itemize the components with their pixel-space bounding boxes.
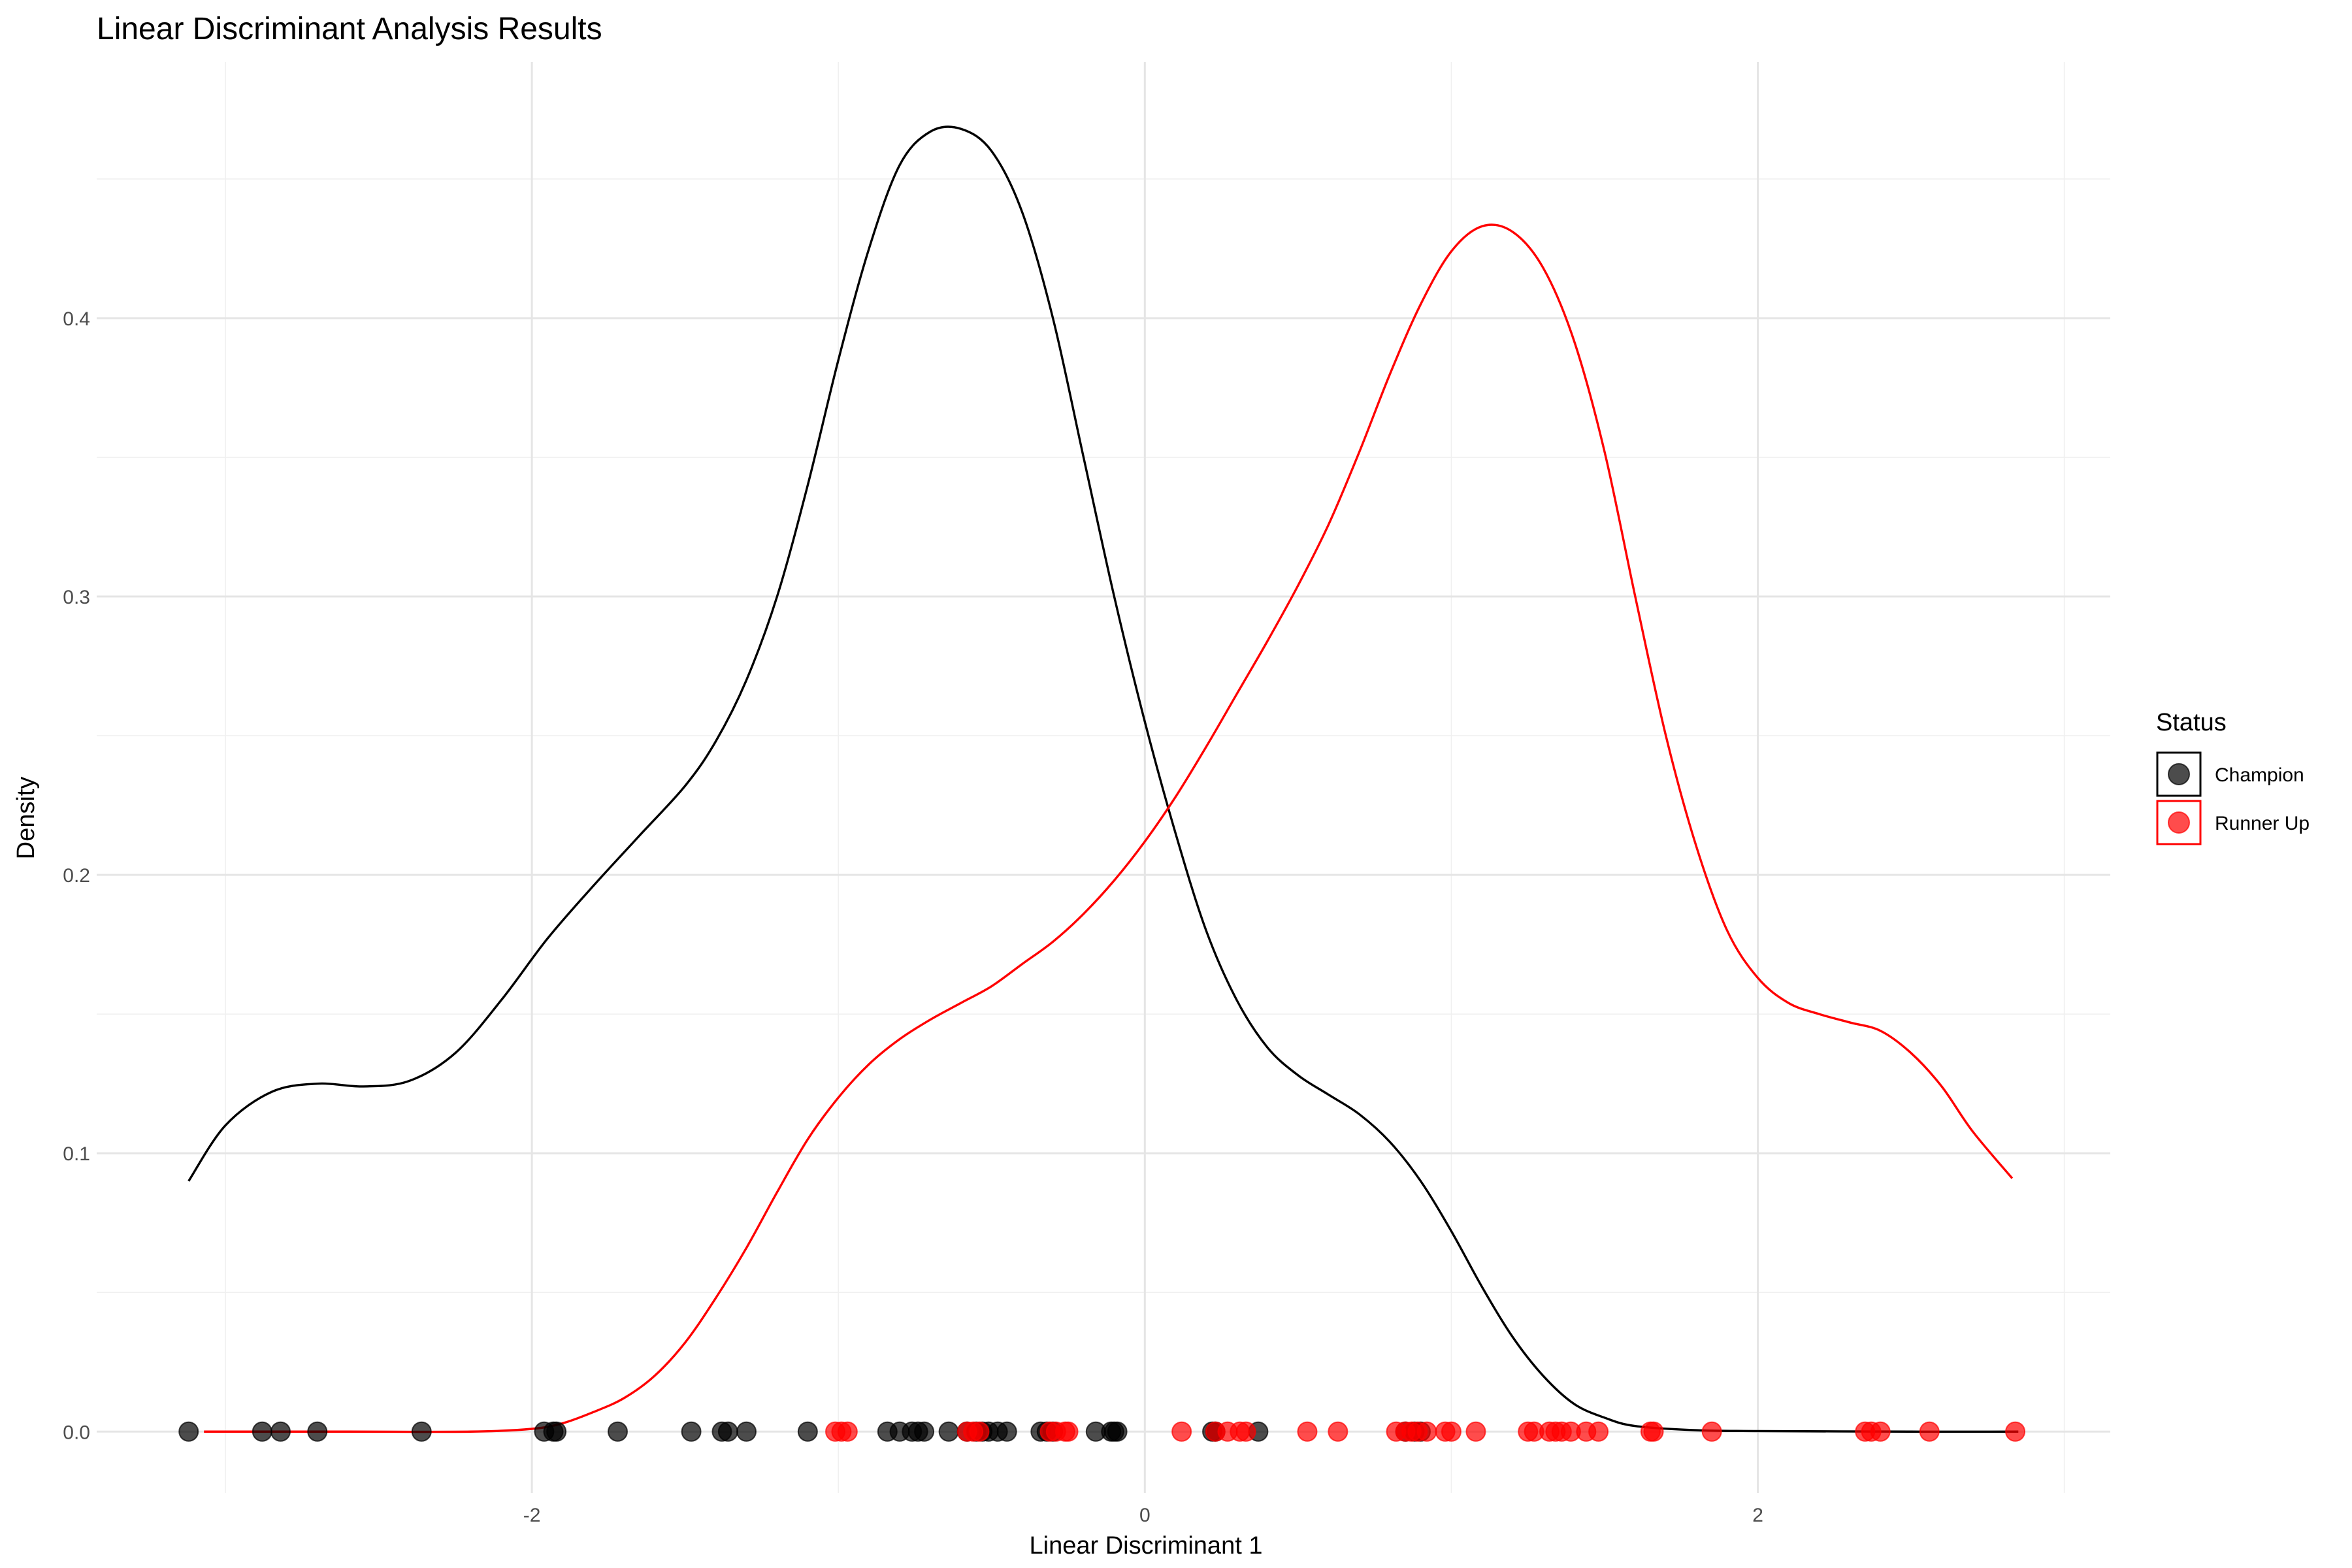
point-runner-up — [1297, 1421, 1318, 1442]
legend-title: Status — [2156, 709, 2227, 736]
point-runner-up — [1235, 1421, 1256, 1442]
legend-dot-runner-up — [2168, 811, 2190, 834]
point-champion — [681, 1421, 702, 1442]
point-runner-up — [1643, 1421, 1664, 1442]
x-axis-title: Linear Discriminant 1 — [1030, 1532, 1263, 1560]
x-tick-label: 0 — [1139, 1505, 1151, 1526]
legend-label-runner-up: Runner Up — [2215, 813, 2310, 834]
rug-points — [178, 1421, 2026, 1442]
point-runner-up — [2005, 1421, 2026, 1442]
y-axis-title: Density — [12, 777, 40, 860]
density-curve-runner-up — [204, 223, 2014, 1433]
point-runner-up — [1058, 1421, 1079, 1442]
x-tick-label: 2 — [1752, 1505, 1763, 1526]
point-champion — [914, 1421, 935, 1442]
point-champion — [607, 1421, 628, 1442]
point-champion — [411, 1421, 432, 1442]
point-runner-up — [1328, 1421, 1348, 1442]
point-champion — [178, 1421, 199, 1442]
point-runner-up — [837, 1421, 858, 1442]
point-champion — [717, 1421, 738, 1442]
density-curves — [188, 125, 2019, 1433]
legend-dot-champion — [2168, 763, 2190, 785]
point-champion — [797, 1421, 818, 1442]
y-tick-label: 0.0 — [63, 1422, 90, 1443]
y-tick-label: 0.3 — [63, 587, 90, 608]
point-champion — [546, 1421, 567, 1442]
minor-gridlines — [97, 62, 2110, 1493]
legend-item-champion: Champion — [2156, 751, 2304, 797]
point-runner-up — [1416, 1421, 1437, 1442]
point-champion — [736, 1421, 757, 1442]
x-tick-label: -2 — [523, 1505, 541, 1526]
y-tick-labels: 0.0 0.1 0.2 0.3 0.4 — [63, 308, 90, 1443]
legend: Status Champion Runner Up — [2156, 709, 2310, 845]
legend-label-champion: Champion — [2215, 764, 2304, 786]
point-runner-up — [1701, 1421, 1722, 1442]
point-champion — [307, 1421, 328, 1442]
point-runner-up — [1870, 1421, 1891, 1442]
point-champion — [252, 1421, 272, 1442]
point-runner-up — [1919, 1421, 1940, 1442]
point-runner-up — [1441, 1421, 1462, 1442]
chart-title: Linear Discriminant Analysis Results — [97, 12, 602, 46]
point-runner-up — [1588, 1421, 1609, 1442]
legend-item-runner-up: Runner Up — [2156, 800, 2310, 845]
x-tick-labels: -2 0 2 — [523, 1505, 1763, 1526]
legend-key-champion — [2156, 751, 2202, 797]
density-curve-champion — [188, 125, 2019, 1433]
point-champion — [996, 1421, 1017, 1442]
point-champion — [270, 1421, 291, 1442]
major-gridlines — [97, 62, 2110, 1493]
point-champion — [938, 1421, 959, 1442]
y-tick-label: 0.2 — [63, 865, 90, 887]
point-runner-up — [1465, 1421, 1486, 1442]
point-champion — [1107, 1421, 1128, 1442]
y-tick-label: 0.1 — [63, 1143, 90, 1165]
y-tick-label: 0.4 — [63, 308, 90, 330]
point-runner-up — [1171, 1421, 1192, 1442]
point-runner-up — [969, 1421, 990, 1442]
